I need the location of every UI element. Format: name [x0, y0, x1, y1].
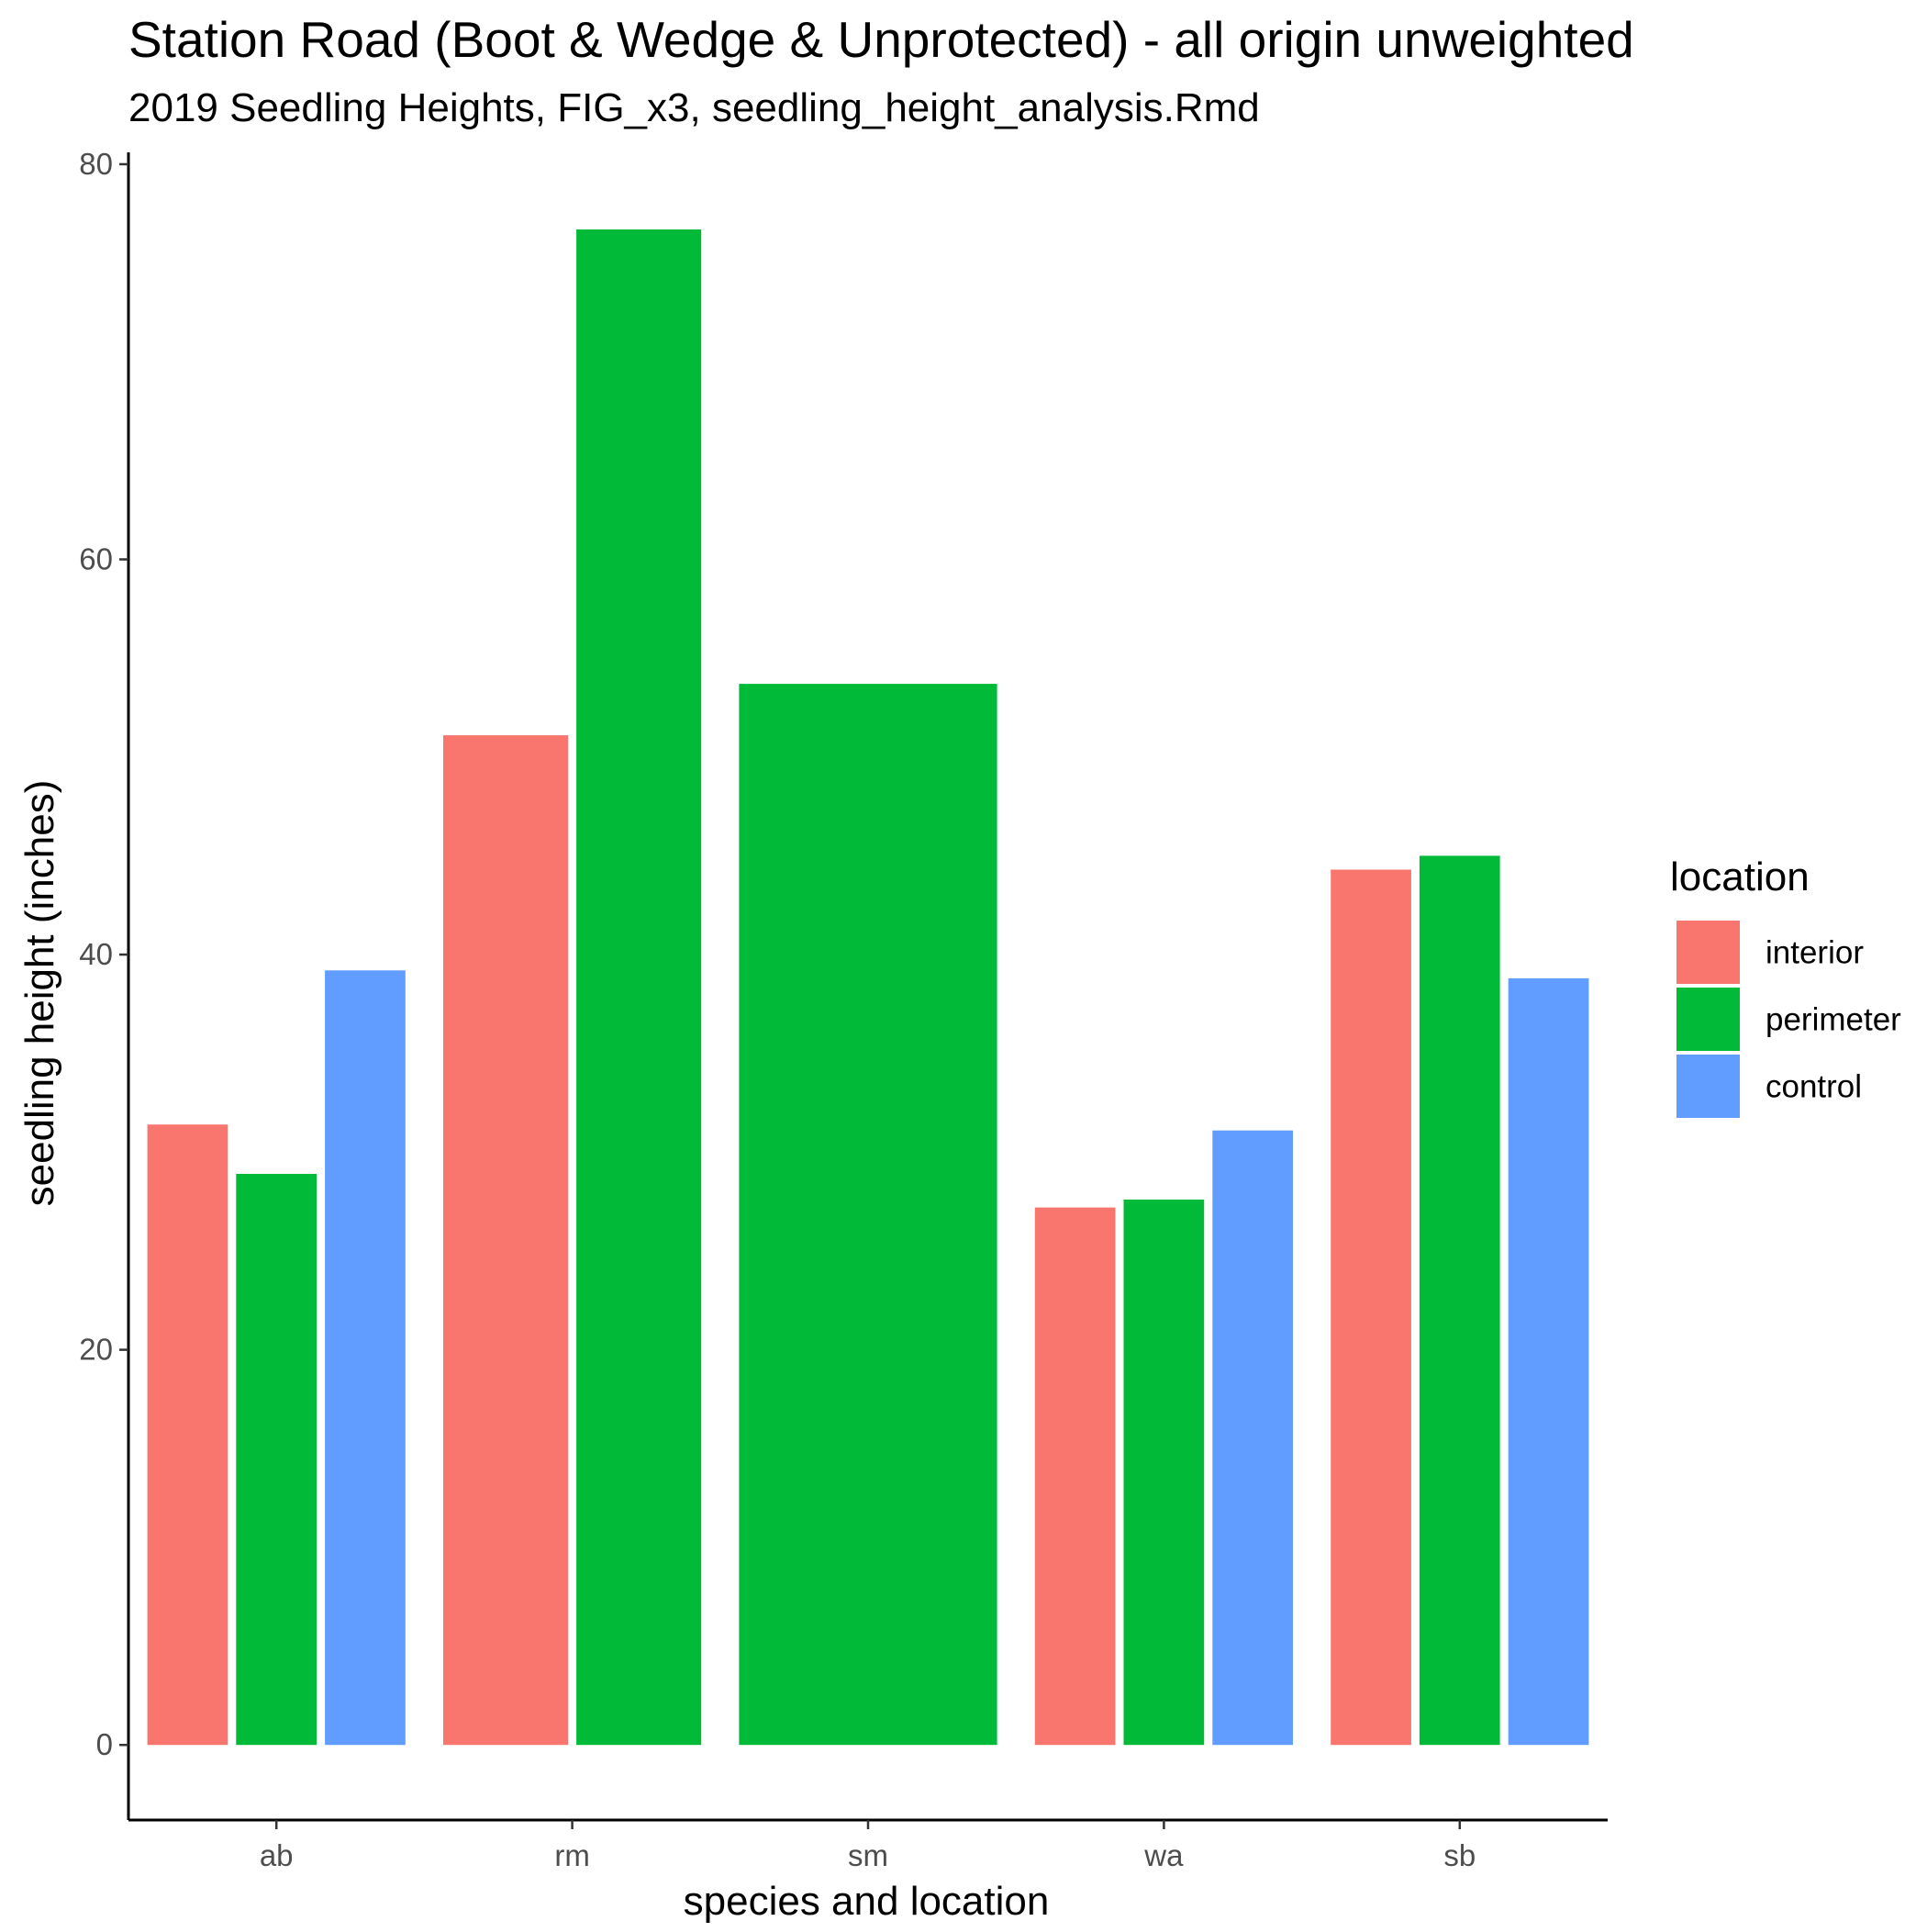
x-tick-label: sm	[848, 1838, 888, 1872]
y-tick-label: 40	[79, 937, 113, 971]
legend-label-control: control	[1765, 1069, 1862, 1105]
bar-ab-perimeter	[236, 1174, 317, 1746]
bar-rm-interior	[443, 735, 569, 1746]
legend: location interior perimeter control	[1670, 854, 1901, 1118]
bar-ab-control	[325, 970, 406, 1746]
x-tick-label: ab	[260, 1838, 294, 1872]
legend-key-control	[1676, 1055, 1740, 1118]
bar-sm-perimeter	[739, 684, 997, 1746]
legend-key-interior	[1676, 921, 1740, 984]
x-axis-title: species and location	[684, 1879, 1050, 1924]
x-tick-label: wa	[1143, 1838, 1184, 1872]
y-tick-label: 20	[79, 1333, 113, 1367]
x-tick-label: sb	[1443, 1838, 1476, 1872]
plot-area: 0 20 40 60 80 ab rm sm wa sb	[79, 147, 1608, 1872]
bar-wa-control	[1212, 1130, 1293, 1746]
y-tick-label: 60	[79, 542, 113, 575]
legend-title: location	[1670, 854, 1810, 899]
bar-wa-interior	[1034, 1207, 1116, 1746]
bar-ab-interior	[147, 1124, 228, 1746]
bar-sb-interior	[1331, 869, 1411, 1746]
legend-label-perimeter: perimeter	[1765, 1002, 1901, 1038]
bar-sb-perimeter	[1419, 855, 1500, 1746]
y-tick-label: 0	[96, 1727, 113, 1761]
y-axis-title: seedling height (inches)	[17, 780, 62, 1207]
bar-rm-perimeter	[576, 229, 702, 1746]
y-tick-label: 80	[79, 147, 113, 181]
chart-title: Station Road (Boot & Wedge & Unprotected…	[128, 11, 1634, 68]
legend-label-interior: interior	[1765, 935, 1864, 971]
bar-sb-control	[1508, 977, 1589, 1746]
x-tick-label: rm	[554, 1838, 589, 1872]
bar-wa-perimeter	[1123, 1200, 1205, 1746]
legend-key-perimeter	[1676, 988, 1740, 1051]
chart-subtitle: 2019 Seedling Heights, FIG_x3, seedling_…	[128, 85, 1260, 130]
